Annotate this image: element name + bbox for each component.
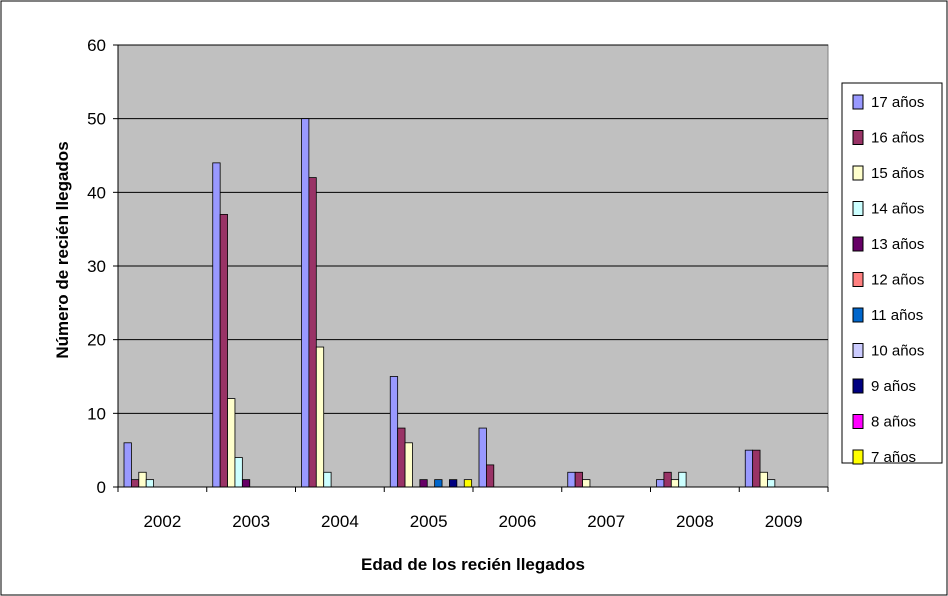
- legend-swatch: [852, 343, 864, 358]
- legend-label: 10 años: [871, 343, 924, 360]
- bar: [397, 427, 406, 488]
- y-tick-label: 20: [87, 331, 106, 350]
- legend-label: 11 años: [871, 307, 923, 324]
- gridlines: [118, 44, 828, 414]
- bar: [419, 479, 428, 488]
- bar: [656, 479, 665, 488]
- x-tick-label: 2004: [321, 512, 359, 531]
- x-axis-title: Edad de los recién llegados: [361, 555, 585, 574]
- y-tick-label: 60: [87, 36, 106, 55]
- x-tick-labels: 2002 2003 2004 2005 2006 2007 2008 2009: [143, 512, 802, 531]
- legend-swatch: [852, 201, 864, 216]
- bar: [301, 118, 310, 488]
- legend-swatch: [852, 130, 864, 145]
- bar: [670, 479, 680, 488]
- bar: [219, 214, 228, 488]
- x-tick-label: 2006: [498, 512, 536, 531]
- legend-label: 7 años: [871, 449, 916, 466]
- legend-swatch: [852, 165, 864, 181]
- y-axis-title: Número de recién llegados: [53, 141, 72, 358]
- bar: [212, 162, 221, 488]
- legend-swatch: [852, 378, 864, 394]
- legend-label: 17 años: [871, 94, 924, 111]
- y-tick-label: 40: [87, 183, 106, 202]
- x-tick-label: 2003: [232, 512, 270, 531]
- y-tick-label: 50: [87, 110, 106, 129]
- legend-label: 14 años: [871, 201, 924, 218]
- bar: [767, 479, 776, 488]
- legend-label: 15 años: [871, 165, 924, 182]
- legend-label: 13 años: [871, 236, 924, 253]
- bar: [308, 177, 317, 488]
- legend-label: 12 años: [871, 272, 924, 289]
- bar: [234, 457, 243, 488]
- bar: [315, 346, 325, 488]
- bar: [744, 449, 754, 488]
- y-tick-label: 30: [87, 257, 106, 276]
- bar: [434, 479, 443, 488]
- legend-swatch: [852, 414, 864, 429]
- legend-swatch: [852, 307, 864, 323]
- legend-label: 16 años: [871, 130, 924, 147]
- bar: [323, 471, 332, 488]
- legend-swatch: [852, 236, 864, 252]
- x-tick-label: 2002: [143, 512, 181, 531]
- bar: [463, 479, 473, 488]
- axes: [113, 44, 829, 492]
- legend: 17 años 16 años 15 años 14 años 13 años 12 añ…: [841, 82, 943, 466]
- bar: [145, 479, 154, 488]
- y-tick-labels: 0 10 20 30 40 50 60: [87, 36, 106, 497]
- x-tick-label: 2009: [765, 512, 803, 531]
- bar: [449, 479, 458, 488]
- bar: [582, 479, 591, 488]
- bar: [138, 471, 147, 488]
- bar: [478, 427, 487, 488]
- x-tick-label: 2008: [676, 512, 714, 531]
- bar: [241, 479, 251, 488]
- y-tick-label: 10: [87, 404, 106, 423]
- x-tick-label: 2007: [587, 512, 625, 531]
- legend-label: 9 años: [871, 378, 916, 395]
- y-tick-label: 0: [97, 478, 106, 497]
- bar: [678, 471, 687, 488]
- legend-label: 8 años: [871, 414, 916, 431]
- legend-swatch: [852, 272, 864, 287]
- bar: [759, 471, 768, 488]
- bar: [567, 471, 576, 488]
- bar: [389, 376, 399, 488]
- x-tick-label: 2005: [410, 512, 448, 531]
- bar: [130, 479, 140, 488]
- bar: [574, 471, 583, 488]
- bar: [485, 464, 495, 488]
- bar: [752, 449, 761, 488]
- bar: [123, 442, 132, 488]
- bar: [663, 471, 672, 488]
- legend-swatch: [852, 94, 864, 110]
- bar: [227, 398, 236, 488]
- bar: [404, 442, 413, 488]
- legend-swatch: [852, 449, 864, 465]
